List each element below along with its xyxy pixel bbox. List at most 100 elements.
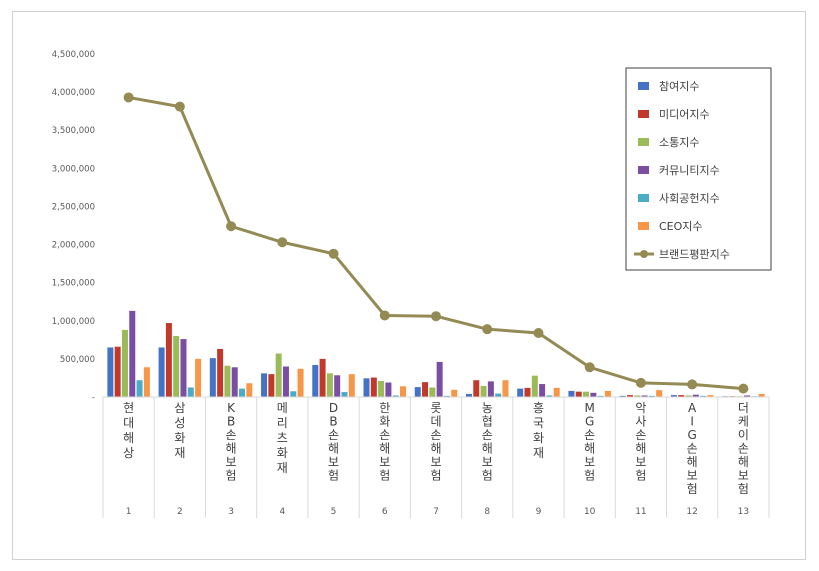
y-tick-label: 3,000,000	[52, 164, 95, 174]
line-point	[174, 101, 185, 112]
bar	[341, 392, 348, 397]
y-tick-label: 2,000,000	[52, 241, 95, 251]
bar	[143, 367, 150, 397]
bar	[297, 368, 304, 397]
bar	[546, 395, 553, 397]
line-point	[328, 248, 339, 259]
line-point	[687, 379, 698, 390]
bar	[583, 391, 590, 397]
rank-label: 4	[279, 507, 285, 517]
line-point	[635, 377, 646, 388]
legend-swatch	[638, 110, 649, 118]
rank-label: 2	[177, 507, 183, 517]
line-point	[277, 237, 288, 248]
legend-item: 소통지수	[638, 136, 699, 149]
legend-label: 브랜드평판지수	[659, 248, 730, 261]
bar	[268, 374, 275, 397]
bar	[400, 386, 407, 397]
bar	[173, 336, 180, 397]
bar	[165, 323, 172, 397]
bar	[626, 395, 633, 397]
bar	[224, 365, 231, 397]
line-point	[533, 327, 544, 338]
legend-label: CEO지수	[659, 220, 703, 233]
line-point	[482, 324, 493, 335]
bar	[246, 383, 253, 397]
legend-item: 미디어지수	[638, 108, 710, 121]
bar	[502, 380, 509, 397]
bar	[158, 347, 165, 397]
y-axis: - 500,000 1,000,000 1,500,000 2,000,000 2,500…	[52, 50, 95, 403]
bar	[656, 390, 663, 397]
line-point	[738, 383, 749, 394]
bar	[670, 395, 677, 397]
bar	[575, 391, 582, 397]
bar	[480, 385, 487, 397]
bar	[700, 395, 707, 397]
rank-label: 1	[126, 507, 132, 517]
bar	[648, 395, 655, 397]
rank-label: 3	[228, 507, 234, 517]
legend-swatch	[638, 222, 649, 230]
line-point	[379, 310, 390, 321]
bar	[312, 364, 319, 397]
bar	[107, 347, 114, 397]
bar	[539, 384, 546, 397]
bar	[619, 395, 626, 397]
line-point	[431, 311, 441, 322]
bar	[319, 358, 326, 397]
rank-label: 6	[382, 507, 388, 517]
y-tick-label: 500,000	[60, 355, 95, 365]
bar	[136, 380, 143, 397]
bar	[239, 388, 246, 397]
rank-label: 12	[686, 507, 697, 517]
legend-swatch	[638, 138, 649, 146]
bar	[370, 377, 377, 397]
bar	[495, 393, 502, 397]
bar	[597, 395, 604, 397]
bar	[326, 373, 333, 397]
bar	[744, 395, 751, 397]
chart-frame: - 500,000 1,000,000 1,500,000 2,000,000 2,500…	[12, 11, 806, 560]
legend-marker	[640, 250, 648, 258]
bar	[436, 361, 443, 397]
bar	[531, 375, 538, 397]
bar	[524, 387, 531, 397]
y-tick-label: 2,500,000	[52, 202, 95, 212]
y-tick-label: 4,500,000	[52, 50, 95, 60]
bar	[692, 394, 699, 397]
bar	[451, 389, 458, 397]
bar	[195, 358, 202, 397]
bar	[604, 390, 611, 397]
bar	[378, 380, 385, 397]
bar	[568, 390, 575, 397]
bar	[231, 367, 238, 397]
bar	[114, 346, 121, 397]
y-tick-label: 1,500,000	[52, 279, 95, 289]
legend-item: CEO지수	[638, 220, 703, 233]
legend-box	[625, 67, 772, 271]
rank-label: 8	[484, 507, 490, 517]
bar	[685, 395, 692, 397]
bar	[473, 380, 480, 397]
bar	[465, 393, 472, 397]
bar	[187, 387, 194, 397]
bar	[634, 395, 641, 397]
bar	[443, 395, 450, 397]
bar	[590, 392, 597, 397]
bar	[275, 353, 282, 397]
legend-label: 소통지수	[659, 136, 699, 149]
bar	[487, 381, 494, 397]
brand-index-line	[123, 92, 749, 394]
legend-label: 참여지수	[659, 80, 699, 93]
